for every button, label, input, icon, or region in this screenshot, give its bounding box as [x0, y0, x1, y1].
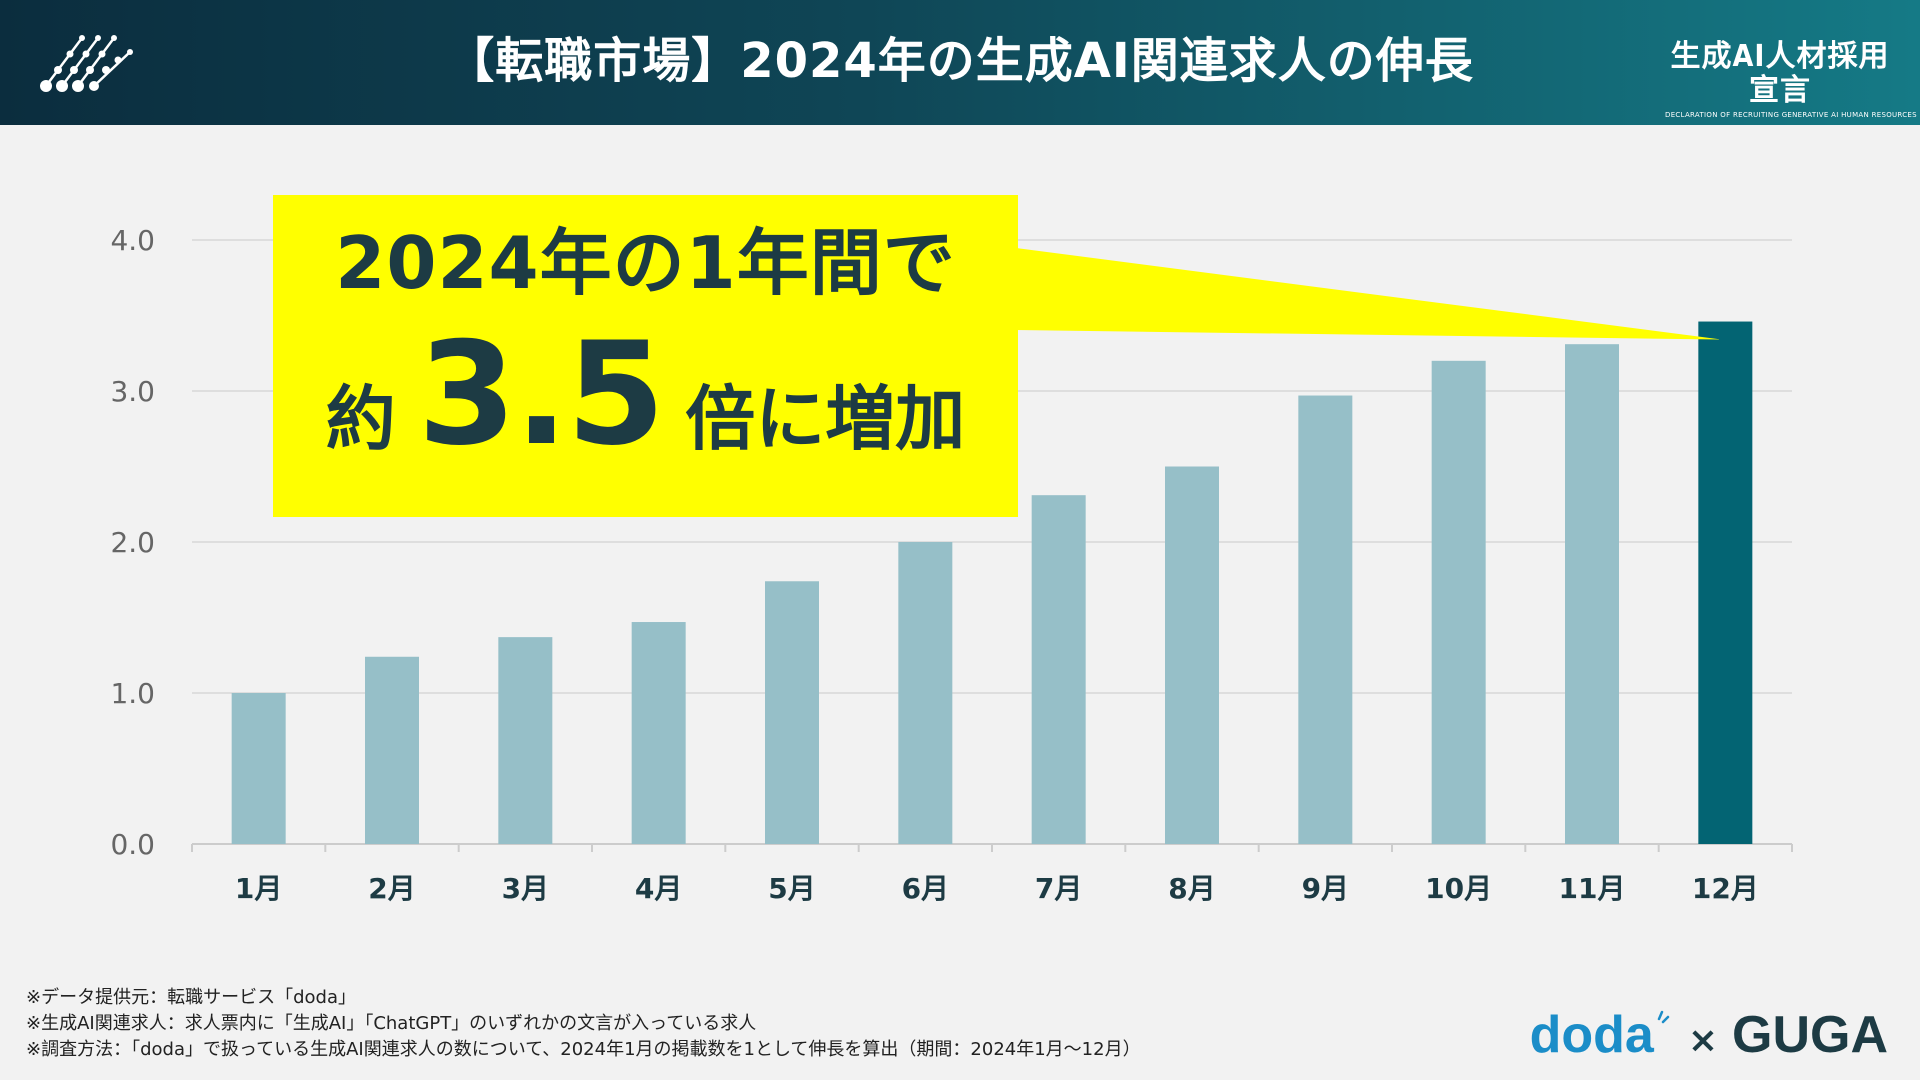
callout-suffix: 倍に増加 [685, 378, 966, 460]
footnotes: ※データ提供元：転職サービス「doda」 ※生成AI関連求人：求人票内に「生成A… [26, 985, 1141, 1063]
callout-value-line: 約 3.5 倍に増加 [273, 320, 1018, 513]
bar-6月 [898, 542, 953, 844]
spark-icon [1657, 1010, 1670, 1024]
x-tick-label: 5月 [768, 872, 815, 905]
brand-sub-text: DECLARATION OF RECRUITING GENERATIVE AI … [1665, 111, 1917, 119]
x-tick-label: 7月 [1035, 872, 1082, 905]
callout-headline: 2024年の1年間で [335, 221, 956, 305]
y-axis-ticks: 0.0 1.0 2.0 3.0 4.0 [110, 224, 155, 861]
callout-value: 3.5 [417, 312, 666, 477]
footnote-method: ※調査方法：「doda」で扱っている生成AI関連求人の数について、2024年1月… [26, 1039, 1141, 1060]
bar-9月 [1298, 395, 1353, 844]
y-tick-label: 1.0 [110, 677, 155, 710]
bar-4月 [631, 622, 686, 844]
y-tick-label: 0.0 [110, 828, 155, 861]
x-tick-label: 2月 [368, 872, 415, 905]
x-tick-label: 11月 [1559, 872, 1626, 905]
brand-main-text: 生成AI人材採用宣言 [1670, 39, 1890, 108]
x-tick-label: 4月 [635, 872, 682, 905]
doda-logo: doda [1529, 1006, 1654, 1064]
bar-10月 [1431, 360, 1486, 844]
x-tick-label: 8月 [1168, 872, 1215, 905]
cross-symbol: × [1687, 1020, 1718, 1061]
bar-8月 [1165, 466, 1219, 844]
bars [231, 321, 1753, 844]
bar-11月 [1565, 344, 1619, 844]
page-title: 【転職市場】2024年の生成AI関連求人の伸長 [446, 33, 1474, 89]
callout-pointer [1016, 248, 1722, 340]
x-tick-label: 10月 [1425, 872, 1492, 905]
x-tick-label: 12月 [1692, 872, 1759, 905]
bar-1月 [231, 693, 286, 844]
guga-logo: GUGA [1732, 1006, 1888, 1064]
bar-2月 [365, 656, 419, 844]
y-tick-label: 3.0 [110, 375, 155, 408]
bar-7月 [1031, 495, 1086, 844]
footnote-definition: ※生成AI関連求人：求人票内に「生成AI」「ChatGPT」のいずれかの文言が入… [26, 1013, 757, 1034]
brand-logo: 生成AI人材採用宣言 DECLARATION OF RECRUITING GEN… [1665, 39, 1917, 120]
x-tick-label: 3月 [502, 872, 549, 905]
footer-logos: doda × GUGA [1530, 1005, 1888, 1065]
bar-12月 [1698, 321, 1753, 844]
bar-5月 [765, 581, 819, 844]
x-tick-label: 9月 [1302, 872, 1349, 905]
dots-logo-icon [40, 35, 133, 92]
bar-3月 [498, 637, 553, 844]
y-tick-label: 2.0 [110, 526, 155, 559]
header-bar: 【転職市場】2024年の生成AI関連求人の伸長 生成AI人材採用宣言 DECLA… [0, 0, 1920, 125]
x-tick-label: 6月 [902, 872, 949, 905]
x-axis-ticks: 1月 2月 3月 4月 5月 6月 7月 8月 9月 10月 11月 12月 [235, 872, 1759, 905]
footnote-source: ※データ提供元：転職サービス「doda」 [26, 987, 356, 1008]
callout-prefix: 約 [325, 378, 396, 460]
callout-box: 2024年の1年間で 約 3.5 倍に増加 [273, 195, 1018, 517]
y-tick-label: 4.0 [110, 224, 155, 257]
x-tick-label: 1月 [235, 872, 282, 905]
